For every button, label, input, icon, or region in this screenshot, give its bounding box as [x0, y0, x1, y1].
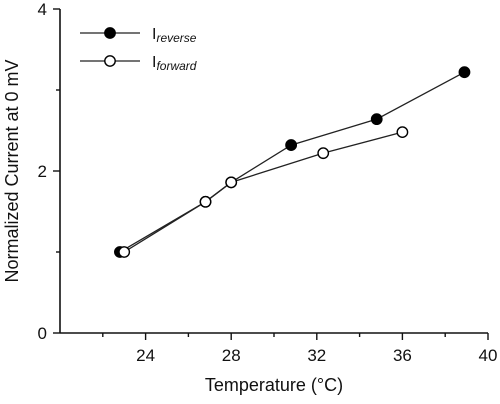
- data-point-forward: [225, 176, 238, 189]
- legend-label: Ireverse: [152, 26, 197, 45]
- legend: Ireverse Iforward: [80, 26, 197, 73]
- data-point-forward: [396, 126, 409, 139]
- legend-item-forward: Iforward: [80, 54, 197, 73]
- y-tick-labels: 0 2 4: [38, 0, 47, 343]
- legend-marker: [104, 55, 116, 67]
- legend-label: Iforward: [152, 54, 197, 73]
- series-line-forward: [123, 131, 403, 253]
- data-point-forward: [317, 147, 330, 160]
- x-tick-label: 40: [479, 346, 498, 365]
- series-forward: [118, 126, 409, 258]
- legend-item-reverse: Ireverse: [80, 26, 197, 45]
- data-point-reverse: [285, 139, 298, 151]
- y-tick-label: 2: [38, 162, 47, 181]
- data-point-forward: [199, 195, 212, 208]
- y-tick-label: 0: [38, 324, 47, 343]
- series-layer: [114, 66, 471, 258]
- data-point-forward: [118, 246, 131, 258]
- y-tick-label: 4: [38, 0, 47, 19]
- y-axis-title: Normalized Current at 0 mV: [2, 59, 22, 282]
- data-point-reverse: [370, 113, 383, 126]
- x-tick-label: 36: [393, 346, 412, 365]
- x-tick-label: 24: [136, 346, 155, 365]
- x-tick-label: 32: [307, 346, 326, 365]
- x-tick-labels: 24 28 32 36 40: [136, 346, 497, 365]
- data-point-reverse: [458, 66, 471, 79]
- legend-marker: [104, 27, 116, 39]
- tick-group: [53, 8, 489, 340]
- series-line-reverse: [119, 71, 465, 253]
- series-reverse: [114, 66, 471, 258]
- x-tick-label: 28: [222, 346, 241, 365]
- x-axis-title: Temperature (°C): [205, 375, 343, 395]
